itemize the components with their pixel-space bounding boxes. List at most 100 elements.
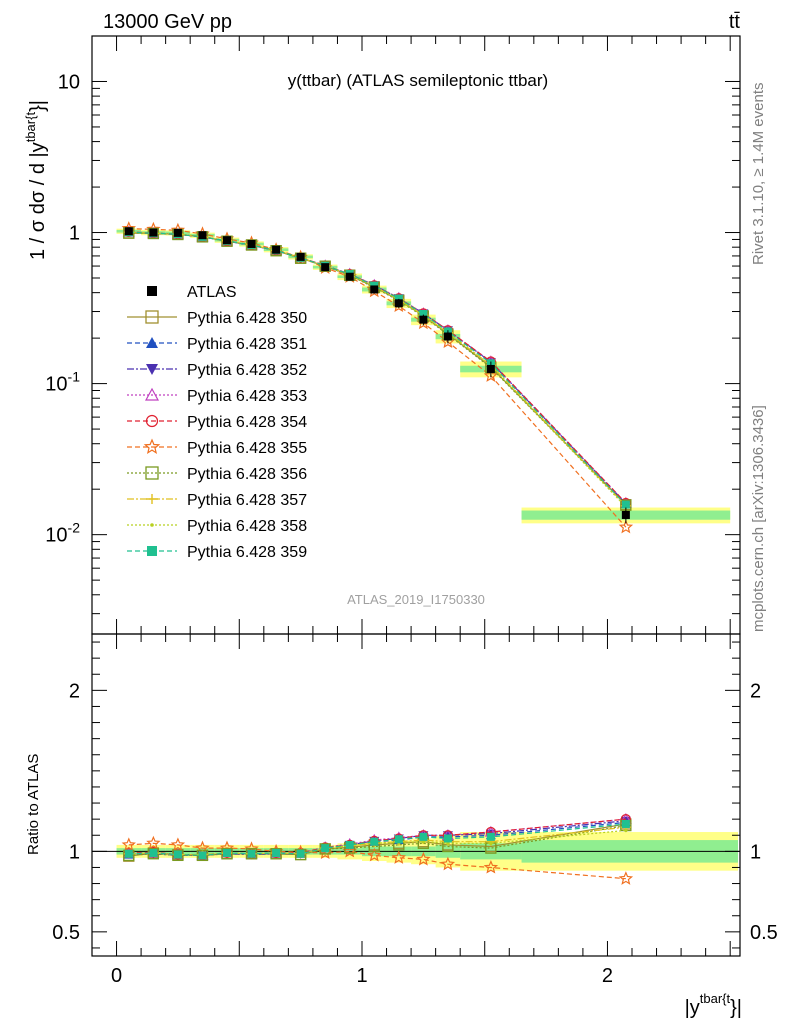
- x-axis-label-tail: }|: [730, 997, 742, 1019]
- x-tick-label: 0: [111, 965, 122, 987]
- ratio-series-marker-9: [296, 849, 305, 858]
- ratio-series-marker-6: [294, 848, 307, 861]
- data-point: [272, 245, 281, 254]
- y-tick-label: 10-2: [45, 520, 80, 547]
- ratio-series-marker-5: [391, 850, 406, 864]
- data-point: [124, 227, 133, 236]
- legend-entry-0: Pythia 6.428 350: [127, 310, 307, 327]
- legend-marker-1: [146, 337, 158, 348]
- data-point: [173, 228, 182, 237]
- data-point: [419, 315, 428, 324]
- legend-label-9: Pythia 6.428 359: [187, 544, 307, 561]
- main-y-axis-label-main: 1 / σ dσ / d |y: [27, 142, 49, 260]
- ratio-series-layer: [121, 812, 634, 885]
- rivet-version-label: Rivet 3.1.10, ≥ 1.4M events: [750, 83, 767, 266]
- ratio-series-marker-9: [247, 849, 256, 858]
- ratio-series-marker-9: [272, 848, 281, 857]
- data-point: [321, 263, 330, 272]
- legend-entry-data: ATLAS: [147, 284, 237, 301]
- ratio-y-ticks: 0.5 0.5 1 1 2 2: [52, 641, 778, 949]
- ratio-series-marker-9: [223, 848, 231, 857]
- ratio-series-marker-9: [443, 834, 452, 843]
- x-tick-label: 1: [356, 965, 367, 987]
- legend-marker-3: [144, 387, 160, 401]
- ratio-series-marker-5: [618, 871, 634, 885]
- ratio-y-tick-label-left: 0.5: [52, 922, 80, 944]
- legend-entry-8: Pythia 6.428 358: [127, 518, 307, 535]
- main-title: y(ttbar) (ATLAS semileptonic ttbar): [288, 71, 548, 90]
- ratio-series-marker-8: [624, 828, 628, 833]
- ratio-series-marker-9: [149, 848, 158, 857]
- x-axis-label-main: |y: [685, 997, 700, 1019]
- legend-marker-0: [145, 310, 159, 324]
- legend-marker-8: [150, 523, 154, 527]
- legend-marker-data: [147, 286, 157, 296]
- legend-label-7: Pythia 6.428 357: [187, 492, 307, 509]
- main-y-axis-label-tail: }|: [27, 100, 49, 112]
- ratio-series-marker-9: [621, 819, 630, 828]
- ratio-series-marker-5: [367, 847, 382, 862]
- x-axis-label-sup: tbar{t: [700, 991, 731, 1006]
- ratio-series-marker-5: [121, 837, 136, 852]
- data-point: [223, 236, 231, 245]
- legend-label-5: Pythia 6.428 355: [187, 440, 307, 457]
- legend-marker-2: [146, 364, 158, 375]
- legend-label-6: Pythia 6.428 356: [187, 466, 307, 483]
- analysis-watermark: ATLAS_2019_I1750330: [347, 592, 485, 607]
- ratio-series-marker-9: [198, 851, 207, 860]
- ratio-series-marker-6: [172, 849, 184, 862]
- ratio-series-marker-5: [483, 859, 499, 874]
- ratio-series-marker-9: [321, 844, 330, 853]
- main-series-marker-9: [394, 294, 403, 303]
- header-energy-label: 13000 GeV pp: [103, 11, 232, 33]
- ratio-series-marker-8: [489, 841, 493, 846]
- data-point: [621, 510, 630, 519]
- legend-marker-6: [145, 466, 159, 480]
- data-point: [345, 272, 354, 281]
- ratio-series-marker-6: [270, 848, 282, 860]
- ratio-series-marker-5: [416, 851, 431, 866]
- legend-entry-1: Pythia 6.428 351: [127, 336, 307, 353]
- mcplots-label: mcplots.cern.ch [arXiv:1306.3436]: [750, 405, 767, 632]
- data-point: [370, 285, 379, 294]
- legend-label-data: ATLAS: [187, 284, 237, 301]
- ratio-y-tick-label-right: 0.5: [750, 922, 778, 944]
- legend-label-0: Pythia 6.428 350: [187, 310, 307, 327]
- ratio-series-marker-9: [173, 850, 182, 859]
- y-tick-label-base: 10: [45, 374, 67, 396]
- main-series-marker-9: [419, 310, 428, 319]
- data-point: [198, 231, 207, 240]
- x-axis-label: |ytbar{t}|: [685, 991, 742, 1019]
- main-series-line-9: [128, 231, 627, 506]
- legend: ATLAS Pythia 6.428 350 Pythia 6.428 351 Pyt…: [127, 284, 307, 561]
- ratio-series-line-6: [128, 825, 626, 857]
- ratio-y-axis-label: Ratio to ATLAS: [25, 754, 42, 855]
- main-x-ticks: [91, 36, 731, 634]
- ratio-series-marker-5: [170, 837, 186, 852]
- ratio-y-tick-label-left: 1: [69, 841, 80, 863]
- main-series-marker-5: [618, 519, 634, 534]
- ratio-series-marker-9: [419, 832, 428, 841]
- data-point: [296, 252, 305, 261]
- data-point: [394, 299, 403, 308]
- legend-entry-3: Pythia 6.428 353: [127, 387, 307, 405]
- legend-label-8: Pythia 6.428 358: [187, 518, 307, 535]
- legend-marker-9: [147, 546, 157, 556]
- ratio-series-marker-5: [440, 856, 456, 871]
- legend-entry-6: Pythia 6.428 356: [127, 466, 307, 483]
- svg-text:|ytbar{t}|: |ytbar{t}|: [685, 991, 742, 1019]
- ratio-series-marker-9: [345, 840, 354, 849]
- legend-entry-9: Pythia 6.428 359: [127, 544, 307, 561]
- ratio-y-tick-label-left: 2: [69, 680, 80, 702]
- svg-text:1 / σ dσ / d |ytbar{t}|: 1 / σ dσ / d |ytbar{t}|: [23, 100, 49, 260]
- ratio-series-marker-9: [370, 837, 379, 846]
- y-tick-label-exp: -1: [68, 369, 81, 385]
- ratio-x-ticks: 0 1 2: [91, 634, 731, 987]
- ratio-y-tick-label-right: 1: [750, 841, 761, 863]
- data-point: [486, 364, 495, 373]
- y-tick-label: 1: [69, 223, 80, 245]
- ratio-y-tick-label-right: 2: [750, 680, 761, 702]
